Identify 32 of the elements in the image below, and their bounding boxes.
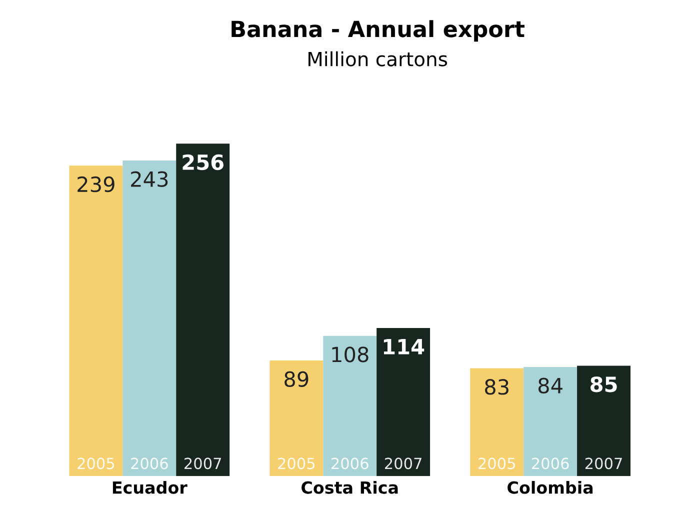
series-label: 2006 — [131, 458, 168, 470]
chart-subtitle: Million cartons — [308, 51, 448, 66]
data-label: 108 — [332, 346, 368, 362]
bar — [122, 160, 176, 476]
data-label: 243 — [131, 171, 168, 187]
bar — [176, 144, 230, 476]
data-label: 114 — [384, 339, 424, 354]
text: 2006 — [332, 458, 368, 470]
bar — [69, 166, 123, 476]
chart-title: Banana - Annual export — [232, 20, 525, 42]
data-label: 83 — [485, 379, 508, 395]
text: 2005 — [478, 458, 515, 470]
bar — [577, 366, 630, 476]
x-tick-label: Colombia — [508, 480, 593, 494]
text: 2007 — [384, 458, 422, 470]
x-tick-label: Ecuador — [112, 480, 188, 494]
bar — [524, 366, 578, 476]
bar — [470, 368, 524, 476]
bar — [376, 328, 430, 476]
data-label: 256 — [182, 154, 224, 170]
text: 2005 — [278, 458, 315, 470]
series-label: 2007 — [184, 458, 221, 470]
x-tick-label: Costa Rica — [302, 480, 398, 494]
data-label: 89 — [284, 371, 308, 388]
text: 2007 — [585, 458, 622, 470]
series-label: 2005 — [78, 458, 114, 470]
bar — [270, 360, 324, 476]
data-label: 84 — [538, 378, 562, 394]
text: 2006 — [532, 458, 569, 470]
data-label: 85 — [590, 376, 617, 392]
data-label: 239 — [78, 176, 114, 192]
bar — [323, 336, 377, 476]
